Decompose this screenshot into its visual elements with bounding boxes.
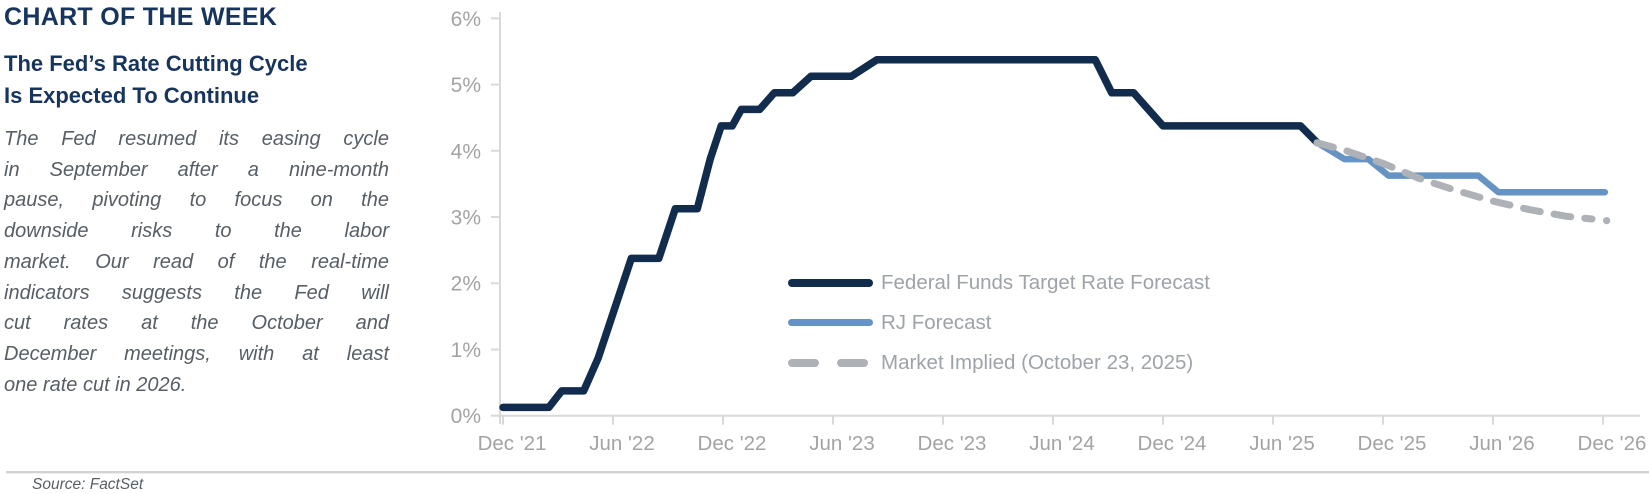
chart-title-line2: Is Expected To Continue [4,83,260,108]
chart-title-line1: The Fed’s Rate Cutting Cycle [4,51,308,76]
series-line-1 [1313,139,1609,196]
y-axis-label: 0% [451,405,481,428]
x-axis-label: Jun '23 [809,432,874,455]
commentary-line: December meetings, with at least [4,342,389,365]
chart-title: The Fed’s Rate Cutting Cycle Is Expected… [4,48,389,112]
commentary-text: The Fed resumed its easing cycle in Sept… [4,124,389,400]
commentary-line: one rate cut in 2026. [4,373,187,396]
commentary-line: indicators suggests the Fed will [4,281,389,304]
y-axis-label: 4% [451,140,481,163]
commentary-line: The Fed resumed its easing cycle [4,128,389,150]
footer-divider [6,471,1649,474]
legend-item-fed-funds: Federal Funds Target Rate Forecast [788,270,1210,295]
legend-item-market-implied: Market Implied (October 23, 2025) [788,350,1210,375]
y-axis-label: 1% [451,339,481,362]
x-axis-label: Dec '26 [1578,432,1647,455]
legend-label: RJ Forecast [881,310,992,334]
x-axis-label: Jun '24 [1029,432,1094,455]
commentary-line: cut rates at the October and [4,312,389,335]
y-axis-label: 3% [451,207,481,230]
commentary-line: downside risks to the labor [4,220,389,243]
series-line-2 [1313,139,1596,223]
source-attribution: Source: FactSet [32,476,144,493]
commentary-line: market. Our read of the real-time [4,250,389,273]
commentary-line: pause, pivoting to focus on the [4,189,389,212]
x-axis-label: Dec '24 [1138,432,1207,455]
fed-funds-line-swatch [788,278,873,287]
x-axis-label: Dec '23 [918,432,987,455]
legend-label: Federal Funds Target Rate Forecast [881,270,1210,294]
series-line-0 [499,55,1321,412]
series-end-dot [1603,217,1611,225]
y-axis-label: 6% [451,8,481,31]
market-implied-dash-swatch [788,358,873,367]
y-axis-label: 5% [451,74,481,97]
rj-forecast-line-swatch [788,319,873,326]
x-axis-label: Dec '25 [1358,432,1427,455]
x-axis-label: Jun '22 [589,432,654,455]
legend-label: Market Implied (October 23, 2025) [881,350,1194,374]
y-axis-label: 2% [451,273,481,296]
x-axis-label: Dec '22 [698,432,767,455]
x-axis-label: Dec '21 [478,432,547,455]
x-axis-label: Jun '26 [1469,432,1534,455]
legend-item-rj-forecast: RJ Forecast [788,310,1210,335]
x-axis-label: Jun '25 [1249,432,1314,455]
commentary-column: CHART OF THE WEEK The Fed’s Rate Cutting… [4,2,389,400]
commentary-line: in September after a nine-month [4,158,389,181]
section-kicker: CHART OF THE WEEK [4,3,278,31]
chart-legend: Federal Funds Target Rate Forecast RJ Fo… [788,270,1210,390]
